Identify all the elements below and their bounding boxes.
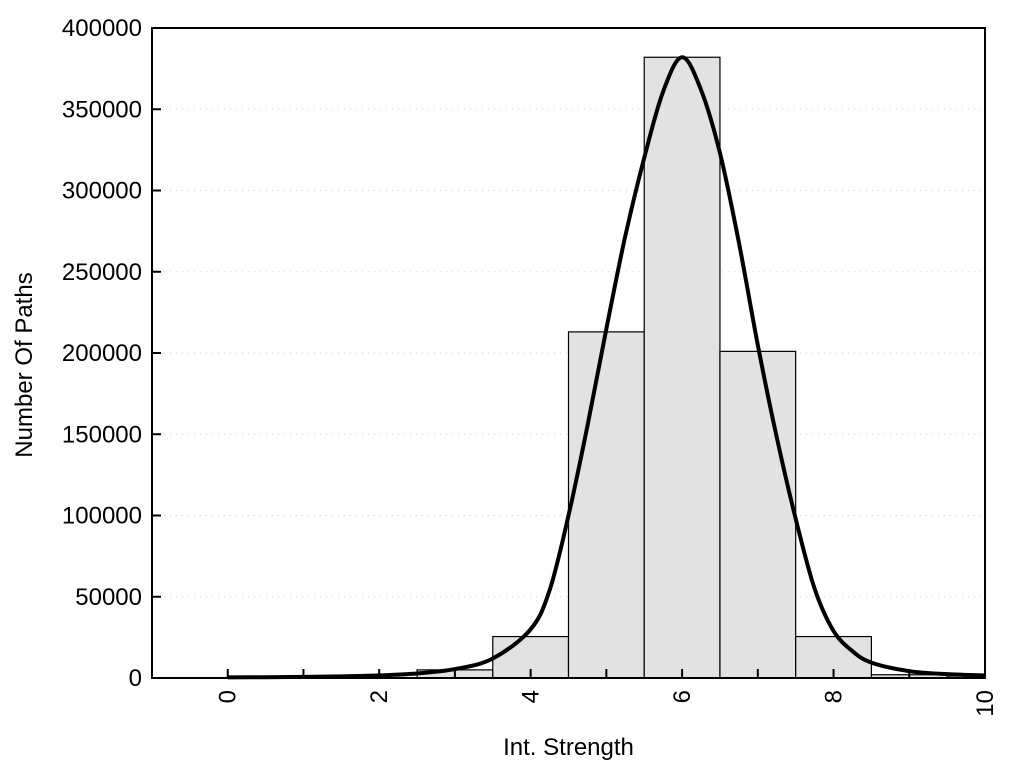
x-tick-label-10: 10 <box>972 690 999 717</box>
x-tick-label-4: 4 <box>518 690 545 703</box>
y-axis-title: Number Of Paths <box>11 272 38 458</box>
x-axis-title: Int. Strength <box>503 734 634 761</box>
y-tick-label-250000: 250000 <box>62 259 142 286</box>
x-tick-label-2: 2 <box>366 690 393 703</box>
x-tick-label-8: 8 <box>821 690 848 703</box>
y-tick-label-200000: 200000 <box>62 340 142 367</box>
y-tick-label-150000: 150000 <box>62 421 142 448</box>
x-tick-label-6: 6 <box>669 690 696 703</box>
y-tick-label-350000: 350000 <box>62 96 142 123</box>
histogram-bar-6 <box>643 56 721 679</box>
y-tick-label-300000: 300000 <box>62 178 142 205</box>
histogram-bar-5 <box>567 331 645 679</box>
fit-curve <box>227 55 986 680</box>
y-tick-label-100000: 100000 <box>62 503 142 530</box>
y-tick-label-0: 0 <box>129 665 142 692</box>
x-tick-label-0: 0 <box>215 690 242 703</box>
histogram-bar-7 <box>719 350 797 679</box>
y-tick-label-400000: 400000 <box>62 15 142 42</box>
y-tick-label-50000: 50000 <box>75 584 142 611</box>
